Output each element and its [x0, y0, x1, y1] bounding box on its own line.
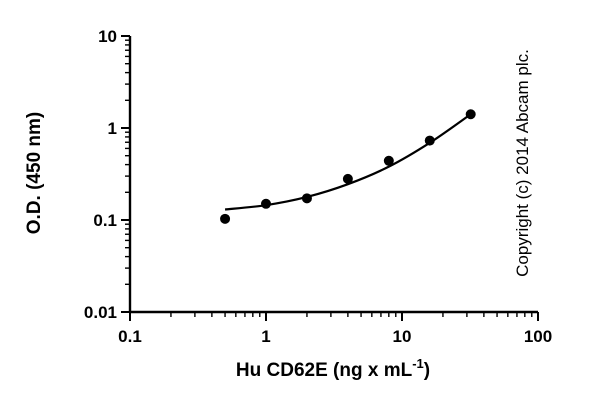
data-point: [261, 198, 271, 209]
y-tick-label: 0.01: [84, 303, 117, 322]
y-axis-title: O.D. (450 nm): [24, 112, 45, 234]
y-tick-label: 1: [108, 119, 117, 138]
data-point: [424, 135, 435, 146]
data-points: [220, 109, 476, 224]
copyright-annotation: Copyright (c) 2014 Abcam plc.: [513, 49, 532, 277]
major-ticks: [121, 35, 539, 321]
data-point: [301, 193, 312, 204]
x-tick-label: 100: [524, 327, 552, 346]
x-tick-label: 0.1: [118, 327, 142, 346]
x-axis-title: Hu CD62E (ng x mL-1): [236, 356, 430, 381]
y-tick-label: 0.1: [93, 211, 117, 230]
fit-curve-line: [224, 113, 472, 211]
minor-ticks: [125, 39, 533, 317]
data-point: [342, 173, 353, 184]
data-point: [383, 155, 394, 166]
x-tick-label: 10: [393, 327, 412, 346]
y-tick-label: 10: [98, 27, 117, 46]
data-point: [465, 109, 476, 120]
x-tick-label: 1: [261, 327, 270, 346]
data-point: [220, 213, 231, 224]
